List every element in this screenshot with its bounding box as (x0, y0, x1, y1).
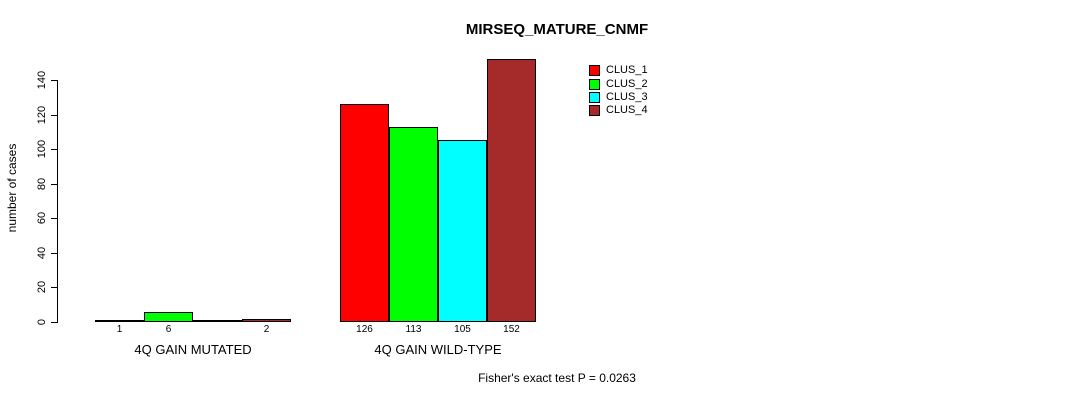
y-tick (51, 322, 57, 323)
y-tick-label: 0 (36, 318, 48, 326)
legend-item: CLUS_2 (589, 77, 648, 90)
y-tick-label: 140 (36, 70, 48, 90)
legend-item-label: CLUS_3 (606, 90, 648, 103)
legend-item-label: CLUS_2 (606, 77, 648, 90)
y-tick-label: 60 (36, 211, 48, 225)
legend: CLUS_1 CLUS_2 CLUS_3 CLUS_4 (589, 64, 648, 118)
bar-value-label: 126 (356, 324, 373, 335)
legend-item-label: CLUS_1 (606, 64, 648, 77)
bar-value-label: 2 (263, 324, 270, 335)
x-group-label: 4Q GAIN WILD-TYPE (374, 342, 502, 357)
y-tick (51, 218, 57, 219)
legend-item-label: CLUS_4 (606, 104, 648, 117)
bar-value-label: 113 (405, 324, 422, 335)
y-tick (51, 253, 57, 254)
bar-clus_1 (340, 104, 389, 322)
bar-value-label: 105 (454, 324, 471, 335)
y-axis-label: number of cases (5, 143, 19, 233)
legend-item: CLUS_4 (589, 104, 648, 117)
chart-title: MIRSEQ_MATURE_CNMF (465, 21, 649, 38)
legend-color-swatch (589, 91, 600, 103)
bar-clus_2 (144, 312, 193, 322)
y-tick (51, 115, 57, 116)
bar-value-label: 152 (503, 324, 520, 335)
bar-clus_3 (438, 140, 487, 322)
x-group-label: 4Q GAIN MUTATED (134, 342, 252, 357)
legend-color-swatch (589, 105, 600, 117)
y-tick (51, 80, 57, 81)
y-tick (51, 184, 57, 185)
bar-value-label: 6 (165, 324, 172, 335)
legend-color-swatch (589, 65, 600, 77)
legend-item: CLUS_3 (589, 91, 648, 104)
y-tick-label: 100 (36, 139, 48, 159)
bar-clus_1 (95, 320, 144, 322)
legend-item: CLUS_1 (589, 64, 648, 77)
bar-clus_4 (487, 59, 536, 322)
legend-color-swatch (589, 78, 600, 90)
y-tick (51, 287, 57, 288)
y-tick-label: 20 (36, 280, 48, 294)
y-tick-label: 40 (36, 246, 48, 260)
bar-clus_3 (193, 320, 242, 322)
bar-clus_4 (242, 319, 291, 322)
y-tick-label: 120 (36, 105, 48, 125)
y-axis (57, 80, 58, 323)
footer-annotation: Fisher's exact test P = 0.0263 (478, 371, 636, 385)
bar-value-label: 1 (116, 324, 123, 335)
bar-clus_2 (389, 127, 438, 322)
y-tick-label: 80 (36, 177, 48, 191)
y-tick (51, 149, 57, 150)
